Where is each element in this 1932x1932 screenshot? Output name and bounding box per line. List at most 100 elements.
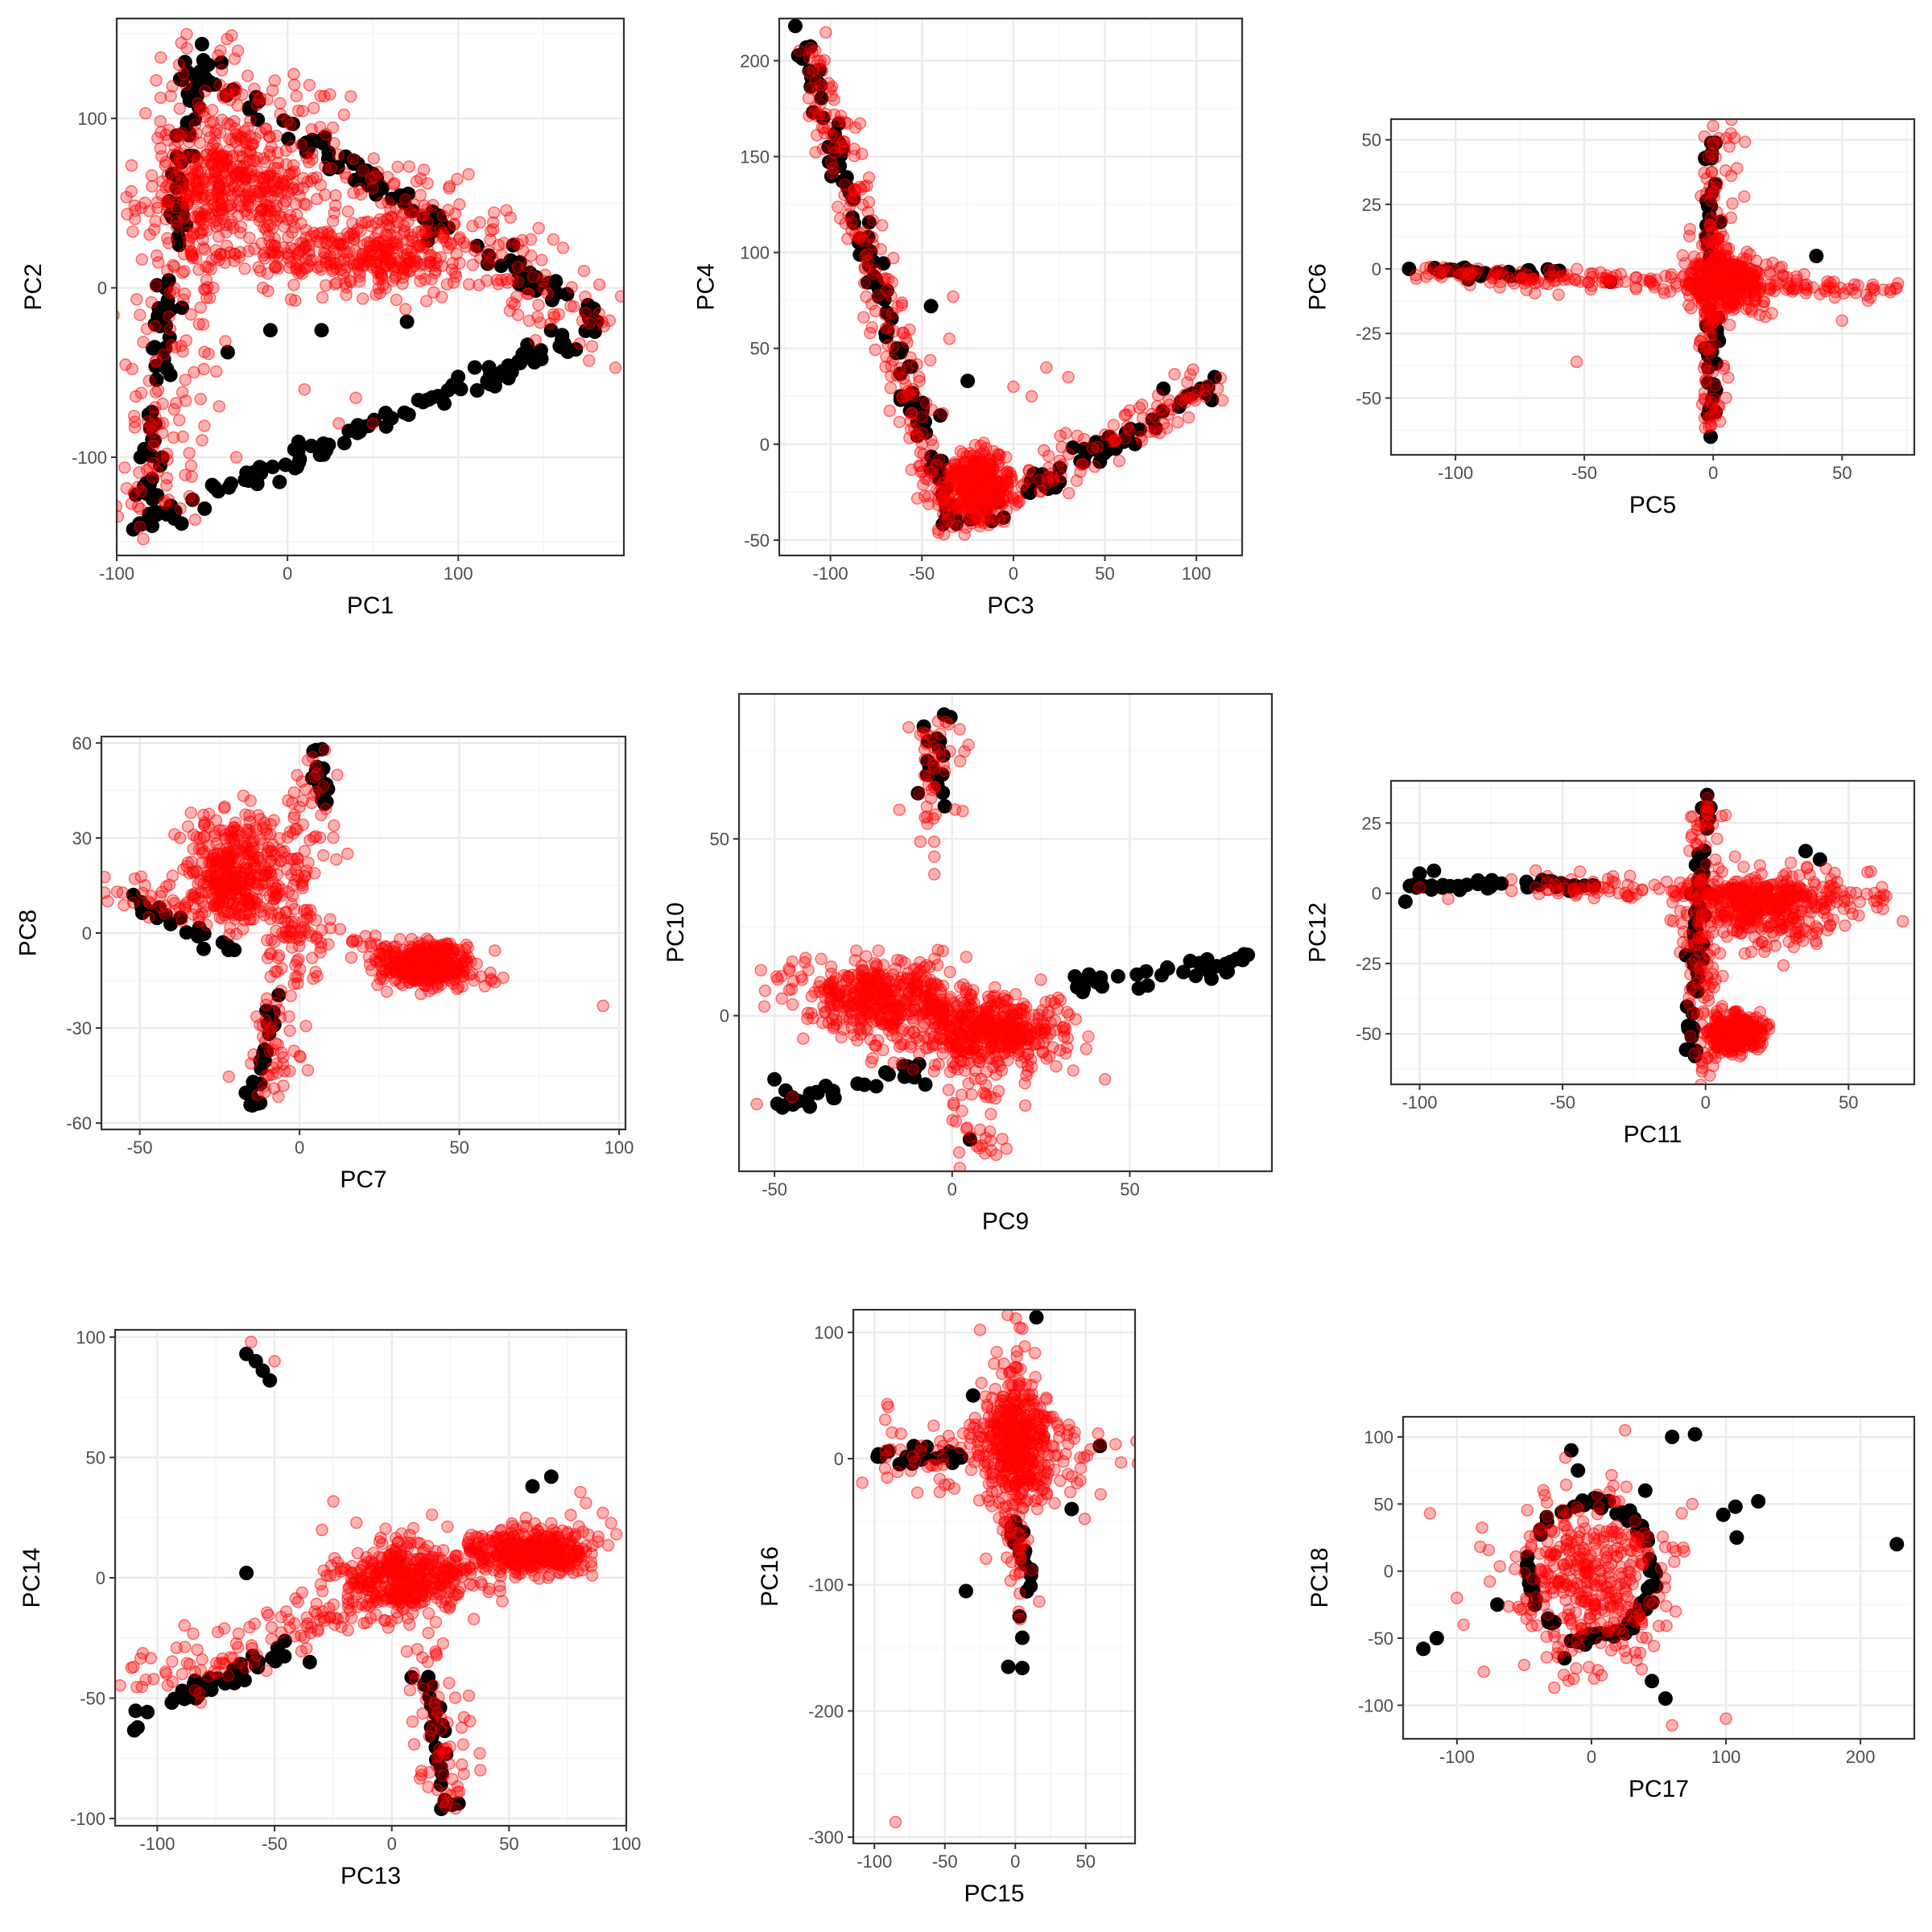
data-point bbox=[568, 300, 580, 313]
data-point bbox=[920, 810, 934, 824]
data-point bbox=[174, 502, 187, 515]
data-point bbox=[214, 197, 227, 210]
data-point bbox=[371, 166, 385, 179]
y-tick-label: 30 bbox=[72, 828, 92, 848]
data-point bbox=[914, 835, 927, 848]
data-point bbox=[238, 262, 251, 275]
data-point bbox=[118, 898, 130, 912]
series-red bbox=[793, 26, 1229, 541]
data-point bbox=[289, 460, 304, 475]
data-point bbox=[968, 439, 982, 452]
data-point bbox=[183, 447, 196, 460]
data-point bbox=[1149, 425, 1162, 438]
data-point bbox=[504, 211, 517, 224]
data-point bbox=[134, 386, 148, 399]
data-point bbox=[1120, 408, 1133, 421]
data-point bbox=[402, 947, 416, 960]
data-point bbox=[184, 177, 196, 191]
data-point bbox=[161, 232, 174, 245]
data-point bbox=[1707, 392, 1721, 405]
data-point bbox=[975, 453, 988, 466]
data-point bbox=[914, 465, 928, 479]
data-point bbox=[166, 80, 179, 93]
data-point bbox=[272, 474, 287, 489]
data-point bbox=[848, 121, 862, 134]
data-point bbox=[573, 337, 586, 350]
data-point bbox=[262, 204, 275, 217]
data-point bbox=[268, 935, 281, 948]
data-point bbox=[259, 122, 273, 136]
data-point bbox=[466, 258, 479, 271]
data-point bbox=[577, 264, 591, 278]
data-point bbox=[1041, 476, 1054, 489]
data-point bbox=[1693, 257, 1707, 270]
data-point bbox=[1842, 283, 1855, 295]
data-point bbox=[242, 188, 254, 201]
y-tick-label: -25 bbox=[1356, 324, 1381, 344]
data-point bbox=[811, 85, 824, 98]
data-point bbox=[146, 489, 161, 505]
data-point bbox=[125, 159, 138, 172]
data-point bbox=[960, 951, 973, 964]
data-point bbox=[284, 293, 298, 306]
data-point bbox=[1484, 276, 1496, 289]
data-point bbox=[379, 243, 392, 257]
data-point bbox=[869, 956, 881, 970]
data-point bbox=[436, 259, 448, 272]
data-point bbox=[506, 272, 518, 286]
data-point bbox=[548, 274, 564, 289]
data-point bbox=[170, 201, 184, 214]
data-point bbox=[1705, 165, 1718, 179]
data-point bbox=[159, 213, 172, 225]
data-point bbox=[1798, 268, 1810, 281]
y-tick-label: 100 bbox=[740, 243, 770, 263]
data-point bbox=[210, 365, 223, 378]
data-point bbox=[195, 226, 208, 239]
data-point bbox=[340, 288, 353, 301]
data-point bbox=[1727, 303, 1740, 316]
data-point bbox=[180, 334, 193, 347]
data-point bbox=[148, 401, 162, 414]
data-point bbox=[802, 92, 815, 105]
data-point bbox=[826, 167, 840, 180]
data-point bbox=[451, 172, 464, 186]
data-point bbox=[415, 987, 427, 1001]
data-point bbox=[1080, 1042, 1093, 1055]
data-point bbox=[913, 787, 926, 801]
data-point bbox=[1571, 262, 1583, 275]
data-point bbox=[167, 431, 180, 444]
data-point bbox=[893, 415, 906, 428]
data-point bbox=[155, 126, 167, 139]
data-point bbox=[771, 972, 784, 986]
data-point bbox=[501, 370, 516, 386]
data-point bbox=[403, 264, 416, 277]
data-point bbox=[285, 116, 300, 131]
x-tick-label: 100 bbox=[1182, 564, 1212, 584]
outlier-point bbox=[947, 290, 960, 303]
data-point bbox=[1719, 249, 1732, 262]
data-point bbox=[1156, 381, 1171, 396]
data-point bbox=[1698, 229, 1711, 242]
data-point bbox=[359, 930, 372, 943]
data-point bbox=[825, 155, 838, 169]
data-point bbox=[165, 339, 179, 352]
data-point bbox=[293, 800, 306, 813]
data-point bbox=[287, 279, 300, 291]
data-point bbox=[291, 970, 304, 984]
data-point bbox=[245, 1057, 258, 1070]
data-point bbox=[270, 129, 283, 142]
data-point bbox=[1707, 138, 1720, 151]
data-point bbox=[1088, 460, 1101, 473]
data-point bbox=[216, 64, 229, 77]
data-point bbox=[1724, 126, 1737, 140]
y-tick-label: 0 bbox=[82, 923, 92, 943]
data-point bbox=[283, 1024, 296, 1038]
data-point bbox=[222, 1070, 235, 1084]
data-point bbox=[984, 491, 997, 504]
data-point bbox=[995, 482, 1009, 495]
data-point bbox=[192, 64, 208, 79]
y-tick-label: 50 bbox=[1362, 130, 1381, 151]
data-point bbox=[397, 196, 412, 211]
data-point bbox=[480, 374, 495, 389]
data-point bbox=[544, 292, 559, 308]
